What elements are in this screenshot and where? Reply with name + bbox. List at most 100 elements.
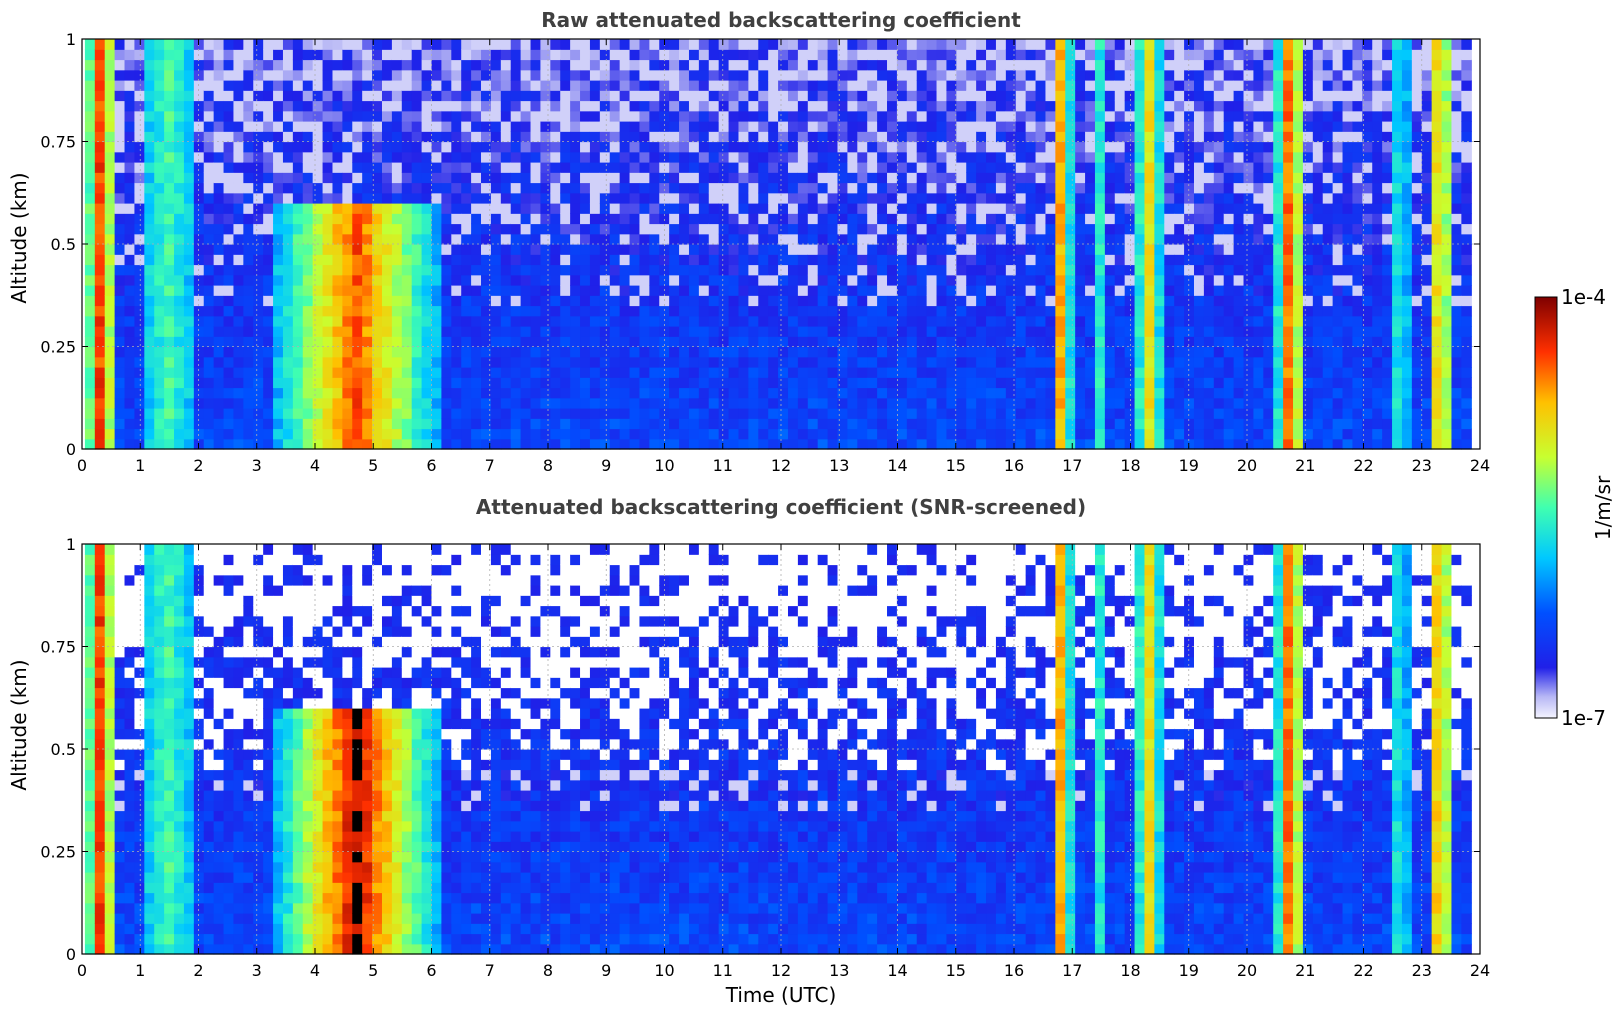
heatmap-cell: [896, 387, 908, 399]
heatmap-cell: [1283, 367, 1294, 378]
heatmap-cell: [1015, 213, 1027, 225]
heatmap-cell: [1134, 428, 1146, 440]
heatmap-cell: [441, 80, 452, 91]
heatmap-cell: [1104, 100, 1116, 112]
heatmap-cell: [530, 110, 542, 122]
heatmap-cell: [500, 192, 512, 204]
heatmap-cell: [986, 69, 997, 81]
heatmap-cell: [154, 213, 165, 225]
heatmap-cell: [718, 69, 730, 81]
heatmap-cell: [312, 182, 324, 194]
heatmap-cell: [431, 346, 442, 358]
heatmap-cell: [560, 49, 571, 61]
heatmap-cell: [144, 162, 155, 173]
heatmap-cell: [738, 387, 749, 399]
heatmap-cell: [134, 418, 145, 430]
heatmap-cell: [778, 80, 789, 91]
heatmap-cell: [679, 203, 690, 214]
heatmap-cell: [520, 285, 532, 296]
heatmap-cell: [1312, 387, 1324, 399]
heatmap-cell: [1055, 110, 1066, 122]
heatmap-cell: [391, 131, 403, 143]
heatmap-cell: [471, 213, 482, 225]
heatmap-cell: [1174, 285, 1185, 296]
heatmap-cell: [253, 315, 264, 327]
heatmap-cell: [1312, 90, 1324, 102]
heatmap-cell: [629, 49, 641, 61]
heatmap-cell: [807, 254, 819, 266]
heatmap-cell: [629, 151, 641, 163]
heatmap-cell: [1114, 346, 1126, 358]
heatmap-cell: [995, 141, 1007, 153]
heatmap-cell: [431, 356, 442, 368]
heatmap-cell: [322, 387, 334, 399]
heatmap-cell: [213, 39, 225, 50]
heatmap-cell: [520, 69, 532, 81]
heatmap-cell: [688, 264, 700, 276]
heatmap-cell: [1114, 151, 1126, 163]
heatmap-cell: [718, 387, 730, 399]
heatmap-cell: [1015, 39, 1027, 50]
heatmap-cell: [421, 69, 433, 81]
heatmap-cell: [787, 356, 799, 368]
heatmap-cell: [976, 397, 987, 409]
heatmap-cell: [619, 264, 631, 276]
heatmap-cell: [1075, 326, 1086, 337]
heatmap-cell: [451, 80, 462, 91]
heatmap-cell: [322, 203, 334, 214]
heatmap-cell: [619, 377, 631, 389]
heatmap-cell: [1193, 141, 1205, 153]
heatmap-cell: [411, 428, 423, 440]
heatmap-cell: [1203, 141, 1215, 153]
heatmap-cell: [322, 49, 334, 61]
heatmap-cell: [1243, 182, 1255, 194]
heatmap-cell: [837, 387, 848, 399]
heatmap-cell: [332, 141, 343, 153]
heatmap-cell: [154, 244, 165, 255]
heatmap-cell: [1193, 172, 1205, 184]
heatmap-cell: [956, 305, 967, 317]
heatmap-cell: [144, 203, 155, 214]
heatmap-cell: [441, 377, 452, 389]
heatmap-cell: [1293, 172, 1304, 184]
heatmap-cell: [1164, 244, 1175, 255]
heatmap-cell: [421, 223, 433, 235]
heatmap-cell: [1193, 100, 1205, 112]
heatmap-cell: [322, 254, 334, 266]
heatmap-cell: [174, 285, 185, 296]
heatmap-cell: [1193, 346, 1205, 358]
heatmap-cell: [1075, 295, 1086, 307]
heatmap-cell: [1243, 121, 1255, 132]
heatmap-cell: [1213, 428, 1225, 440]
heatmap-cell: [708, 131, 720, 143]
heatmap-cell: [1055, 408, 1066, 419]
heatmap-cell: [1154, 264, 1165, 276]
heatmap-cell: [570, 305, 581, 317]
heatmap-cell: [1104, 39, 1116, 50]
heatmap-cell: [986, 254, 997, 266]
heatmap-cell: [688, 151, 700, 163]
heatmap-cell: [1015, 121, 1027, 132]
heatmap-cell: [966, 387, 977, 399]
heatmap-cell: [995, 336, 1007, 348]
heatmap-cell: [530, 408, 542, 419]
heatmap-cell: [411, 438, 423, 450]
heatmap-cell: [1233, 80, 1245, 91]
heatmap-cell: [580, 151, 591, 163]
heatmap-cell: [649, 223, 660, 235]
heatmap-cell: [302, 151, 314, 163]
heatmap-cell: [599, 387, 611, 399]
heatmap-cell: [84, 223, 96, 235]
heatmap-cell: [639, 121, 650, 132]
heatmap-cell: [837, 80, 848, 91]
heatmap-cell: [1015, 69, 1027, 81]
heatmap-cell: [1273, 192, 1284, 204]
heatmap-cell: [1193, 356, 1205, 368]
heatmap-cell: [372, 418, 383, 430]
heatmap-cell: [807, 110, 819, 122]
heatmap-cell: [936, 356, 948, 368]
heatmap-cell: [589, 203, 601, 214]
heatmap-cell: [1263, 172, 1274, 184]
heatmap-cell: [183, 213, 195, 225]
heatmap-cell: [213, 182, 225, 194]
